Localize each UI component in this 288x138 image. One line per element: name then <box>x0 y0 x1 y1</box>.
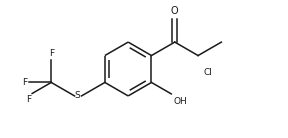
Text: F: F <box>26 95 31 104</box>
Text: O: O <box>171 6 179 16</box>
Text: F: F <box>22 78 27 87</box>
Text: OH: OH <box>173 97 187 106</box>
Text: S: S <box>75 91 81 100</box>
Text: F: F <box>49 49 54 58</box>
Text: Cl: Cl <box>203 67 212 77</box>
